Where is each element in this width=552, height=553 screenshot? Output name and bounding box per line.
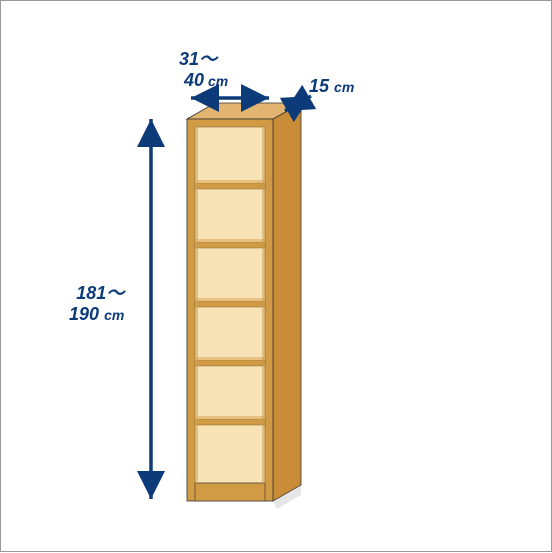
height-tilde: ～ bbox=[106, 283, 124, 303]
shelf-kick-plate bbox=[195, 483, 265, 501]
width-range-start: 31 bbox=[179, 49, 199, 69]
height-range-start: 181 bbox=[76, 283, 106, 303]
height-label: 181～ 190 cm bbox=[69, 283, 124, 324]
height-range-end: 190 bbox=[69, 304, 99, 324]
depth-label: 15 cm bbox=[309, 76, 354, 97]
diagram-container: 181～ 190 cm 31～ 40 cm 15 cm bbox=[0, 0, 552, 552]
width-unit: cm bbox=[208, 73, 228, 89]
shelf-diagram-svg bbox=[1, 1, 552, 553]
width-range-end: 40 bbox=[184, 70, 204, 90]
width-label: 31～ 40 cm bbox=[179, 49, 228, 90]
depth-unit: cm bbox=[334, 79, 354, 95]
shelf-right-side bbox=[273, 103, 301, 501]
width-tilde: ～ bbox=[199, 49, 217, 69]
depth-value: 15 bbox=[309, 76, 329, 96]
height-unit: cm bbox=[104, 307, 124, 323]
